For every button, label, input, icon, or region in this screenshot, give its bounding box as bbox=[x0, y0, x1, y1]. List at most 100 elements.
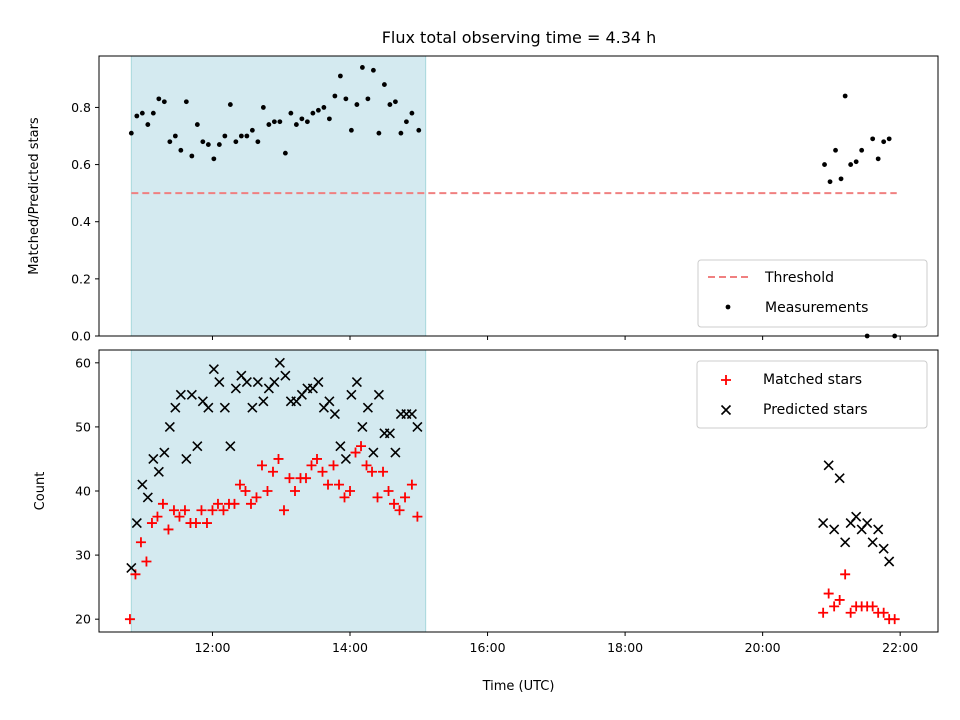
matched-star-point bbox=[146, 518, 157, 529]
matched-star-point bbox=[372, 492, 383, 503]
matched-star-point bbox=[174, 511, 185, 522]
measurement-point bbox=[150, 110, 156, 116]
measurement-point bbox=[387, 102, 393, 107]
predicted-star-point bbox=[362, 402, 373, 413]
count-y-tick-label: 20 bbox=[75, 612, 91, 627]
predicted-star-point bbox=[324, 396, 335, 407]
measurement-point bbox=[266, 122, 272, 127]
legend-matched-marker bbox=[721, 375, 731, 385]
measurement-point bbox=[875, 156, 881, 162]
predicted-star-point bbox=[406, 409, 417, 420]
predicted-star-point bbox=[368, 447, 379, 458]
measurement-point bbox=[222, 133, 228, 139]
count-y-tick-label: 40 bbox=[75, 484, 91, 499]
measurement-point bbox=[282, 150, 288, 156]
measurement-point bbox=[310, 110, 316, 116]
predicted-star-point bbox=[357, 421, 368, 432]
measurement-point bbox=[277, 119, 283, 125]
measurement-point bbox=[233, 139, 239, 145]
measurement-point bbox=[304, 119, 310, 125]
measurement-point bbox=[838, 176, 844, 182]
measurement-point bbox=[343, 96, 349, 102]
count-panel: 20 30 40 50 60 12:00 14:00 16:00 18:00 20:00 22:0… bbox=[33, 349, 939, 694]
ratio-panel-frame bbox=[98, 55, 939, 337]
predicted-star-point bbox=[823, 460, 834, 471]
measurement-point bbox=[870, 136, 876, 142]
measurement-point bbox=[238, 133, 244, 139]
measurement-point bbox=[183, 99, 189, 105]
matched-star-point bbox=[350, 447, 361, 458]
measurement-point bbox=[139, 110, 145, 116]
measurement-point bbox=[393, 99, 398, 105]
matched-star-point bbox=[361, 460, 372, 471]
measurement-point bbox=[827, 179, 833, 185]
measurement-point bbox=[359, 65, 365, 70]
count-legend-box bbox=[696, 360, 928, 429]
matched-star-point bbox=[267, 466, 278, 477]
predicted-star-point bbox=[153, 466, 164, 477]
measurement-point bbox=[227, 102, 233, 107]
matched-star-point bbox=[152, 511, 163, 522]
predicted-star-point bbox=[170, 402, 181, 413]
predicted-star-point bbox=[225, 441, 236, 452]
chart-title: Flux total observing time = 4.34 h bbox=[382, 28, 657, 47]
ratio-y-tick-label: 0.4 bbox=[71, 214, 91, 229]
measurement-point bbox=[886, 136, 892, 142]
measurement-point bbox=[244, 133, 250, 139]
measurement-point bbox=[416, 127, 422, 133]
matched-star-point bbox=[328, 460, 339, 471]
predicted-star-point bbox=[214, 376, 225, 388]
ratio-panel: 0.00.20.40.60.8 Matched/Predicted stars … bbox=[27, 55, 939, 344]
measurement-point bbox=[321, 105, 327, 110]
predicted-star-point bbox=[351, 376, 362, 388]
count-x-tick-label: 22:00 bbox=[882, 640, 918, 655]
predicted-star-point bbox=[159, 447, 170, 458]
matched-star-point bbox=[284, 473, 295, 484]
measurement-point bbox=[299, 116, 305, 122]
matched-star-point bbox=[141, 556, 152, 567]
measurement-point bbox=[293, 122, 299, 127]
ratio-y-tick-label: 0.0 bbox=[71, 329, 91, 344]
legend-predicted-x bbox=[720, 404, 732, 416]
measurement-point bbox=[859, 147, 865, 153]
measurement-point bbox=[161, 99, 167, 105]
predicted-star-point bbox=[274, 357, 285, 368]
ratio-y-tick-label: 0.2 bbox=[71, 271, 91, 286]
predicted-star-point bbox=[192, 441, 203, 452]
measurement-point bbox=[205, 142, 211, 147]
predicted-star-point bbox=[873, 524, 884, 535]
matched-star-point bbox=[196, 505, 207, 516]
measurement-point bbox=[145, 122, 151, 127]
predicted-star-point bbox=[269, 376, 280, 388]
measurement-point bbox=[194, 122, 200, 127]
matched-star-point bbox=[256, 460, 267, 471]
legend-measurements-label: Measurements bbox=[765, 300, 868, 316]
measurement-point bbox=[332, 93, 338, 99]
predicted-star-point bbox=[126, 562, 137, 573]
matched-star-point bbox=[262, 486, 273, 496]
predicted-star-point bbox=[186, 389, 197, 400]
matched-star-point bbox=[234, 479, 245, 490]
measurement-point bbox=[156, 96, 162, 102]
predicted-star-point bbox=[384, 428, 395, 439]
matched-star-point bbox=[135, 537, 146, 548]
matched-star-point bbox=[278, 505, 289, 516]
predicted-star-point bbox=[230, 383, 241, 394]
legend-measurements-marker bbox=[725, 304, 731, 310]
matched-star-point bbox=[412, 511, 423, 522]
predicted-star-point bbox=[142, 492, 153, 503]
measurement-point bbox=[128, 130, 134, 136]
matched-star-point bbox=[306, 460, 317, 471]
matched-star-point bbox=[845, 607, 856, 618]
count-y-tick-label: 30 bbox=[75, 548, 91, 563]
measurement-point bbox=[167, 139, 173, 145]
measurement-point bbox=[189, 153, 195, 159]
matched-star-point bbox=[818, 607, 829, 618]
predicted-star-point bbox=[175, 389, 186, 400]
predicted-star-point bbox=[131, 517, 142, 529]
predicted-star-point bbox=[181, 453, 192, 465]
measurement-point bbox=[315, 107, 321, 113]
predicted-star-point bbox=[252, 376, 263, 388]
matched-star-point bbox=[207, 505, 218, 516]
measurement-point bbox=[404, 119, 409, 125]
